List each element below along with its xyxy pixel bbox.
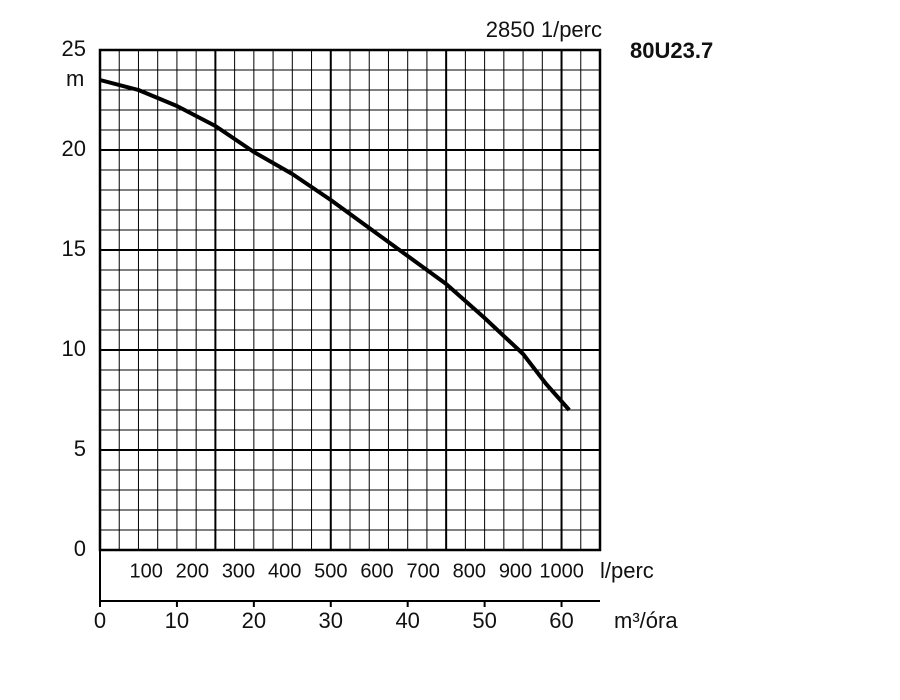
x2-tick-label: 100 [129, 560, 162, 582]
x2-tick-label: 300 [222, 560, 255, 582]
x2-tick-label: 400 [268, 560, 301, 582]
x2-axis-label: l/perc [600, 558, 654, 583]
speed-label: 2850 1/perc [486, 17, 602, 42]
x2-tick-label: 900 [499, 560, 532, 582]
x-tick-label: 30 [319, 608, 343, 633]
x-tick-label: 60 [549, 608, 573, 633]
y-tick-label: 0 [74, 536, 86, 561]
x-tick-label: 10 [165, 608, 189, 633]
x2-tick-label: 700 [406, 560, 439, 582]
y-tick-label: 20 [62, 136, 86, 161]
x2-tick-label: 500 [314, 560, 347, 582]
x-tick-label: 0 [94, 608, 106, 633]
plot-frame [98, 48, 602, 552]
x-tick-label: 40 [395, 608, 419, 633]
model-label: 80U23.7 [630, 38, 713, 63]
x2-tick-label: 1000 [539, 560, 584, 582]
curve [99, 78, 571, 412]
y-tick-label: 10 [62, 336, 86, 361]
y-tick-label: 25 [62, 36, 86, 61]
x2-tick-label: 800 [453, 560, 486, 582]
x-tick-label: 50 [472, 608, 496, 633]
x-axis-label: m³/óra [614, 608, 678, 633]
y-axis-label: m [66, 66, 84, 91]
y-tick-label: 5 [74, 436, 86, 461]
y-tick-label: 15 [62, 236, 86, 261]
x-tick-label: 20 [242, 608, 266, 633]
x2-tick-label: 200 [176, 560, 209, 582]
x2-tick-label: 600 [360, 560, 393, 582]
